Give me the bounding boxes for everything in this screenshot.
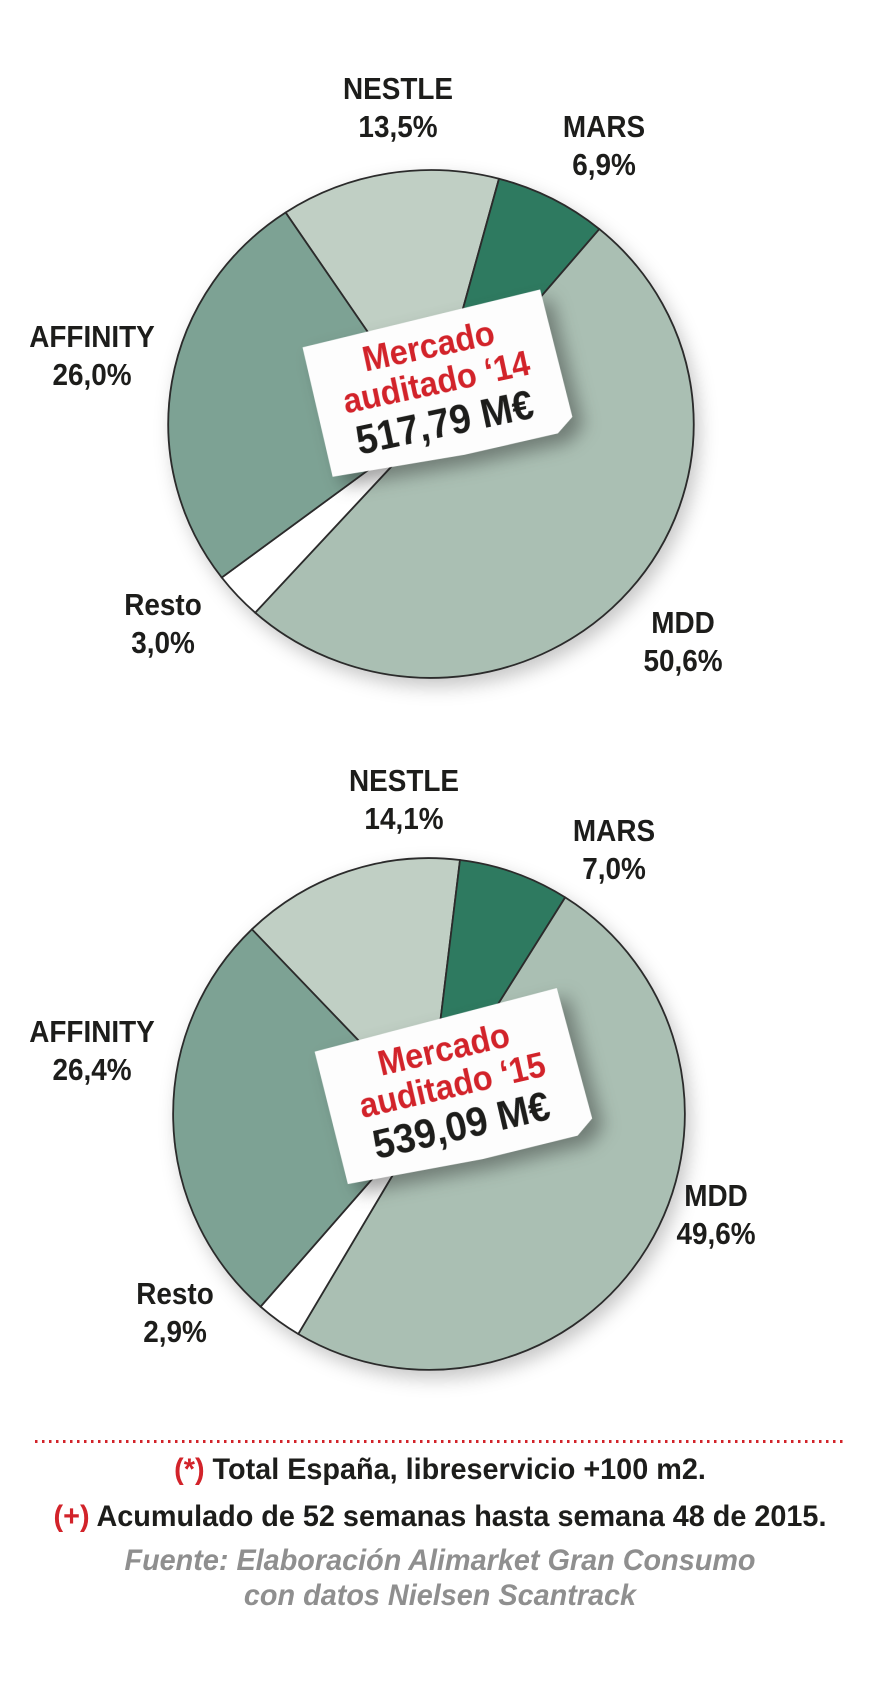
footnote-marker: (+) bbox=[53, 1500, 90, 1533]
slice-label-resto-2014: Resto 3,0% bbox=[124, 586, 202, 662]
slice-label-mars-2015: MARS 7,0% bbox=[573, 812, 655, 888]
slice-label-resto-2015: Resto 2,9% bbox=[136, 1275, 214, 1351]
footnote-marker: (*) bbox=[174, 1453, 205, 1486]
slice-value: 3,0% bbox=[131, 625, 195, 660]
slice-name: Resto bbox=[136, 1276, 214, 1311]
slice-name: NESTLE bbox=[342, 71, 454, 106]
slice-value: 7,0% bbox=[582, 851, 646, 886]
slice-label-mars-2014: MARS 6,9% bbox=[563, 108, 645, 184]
slice-value: 2,9% bbox=[143, 1314, 207, 1349]
slice-value: 26,0% bbox=[52, 357, 132, 392]
slice-name: Resto bbox=[124, 587, 202, 622]
footnote-plus: (+) Acumulado de 52 semanas hasta semana… bbox=[18, 1500, 863, 1534]
slice-name: AFFINITY bbox=[29, 1014, 155, 1049]
footnote-asterisk: (*) Total España, libreservicio +100 m2. bbox=[18, 1453, 863, 1487]
slice-name: MARS bbox=[562, 109, 646, 144]
dotted-divider bbox=[35, 1440, 847, 1443]
slice-name: MDD bbox=[684, 1178, 748, 1213]
slice-value: 13,5% bbox=[358, 109, 438, 144]
slice-name: MDD bbox=[651, 605, 715, 640]
slice-value: 6,9% bbox=[572, 147, 636, 182]
footnote-text: Total España, libreservicio +100 m2. bbox=[204, 1453, 706, 1486]
pie-slice-affinity bbox=[167, 211, 432, 579]
pie-slice-affinity bbox=[172, 928, 430, 1308]
slice-value: 26,4% bbox=[52, 1052, 132, 1087]
footnote-text: Acumulado de 52 semanas hasta semana 48 … bbox=[89, 1500, 827, 1533]
slice-name: AFFINITY bbox=[29, 319, 155, 354]
source-line-2: con datos Nielsen Scantrack bbox=[243, 1579, 637, 1612]
slice-value: 49,6% bbox=[676, 1216, 756, 1251]
slice-label-nestle-2015: NESTLE 14,1% bbox=[349, 762, 459, 838]
slice-name: NESTLE bbox=[348, 763, 460, 798]
slice-label-mdd-2014: MDD 50,6% bbox=[643, 604, 722, 680]
slice-name: MARS bbox=[572, 813, 656, 848]
slice-label-nestle-2014: NESTLE 13,5% bbox=[343, 70, 453, 146]
slice-label-mdd-2015: MDD 49,6% bbox=[676, 1177, 755, 1253]
pie-slice-mdd bbox=[254, 228, 695, 679]
slice-value: 14,1% bbox=[364, 801, 444, 836]
slice-value: 50,6% bbox=[643, 643, 723, 678]
slice-label-affinity-2014: AFFINITY 26,0% bbox=[29, 318, 155, 394]
source-line-1: Fuente: Elaboración Alimarket Gran Consu… bbox=[124, 1544, 756, 1577]
slice-label-affinity-2015: AFFINITY 26,4% bbox=[29, 1013, 155, 1089]
